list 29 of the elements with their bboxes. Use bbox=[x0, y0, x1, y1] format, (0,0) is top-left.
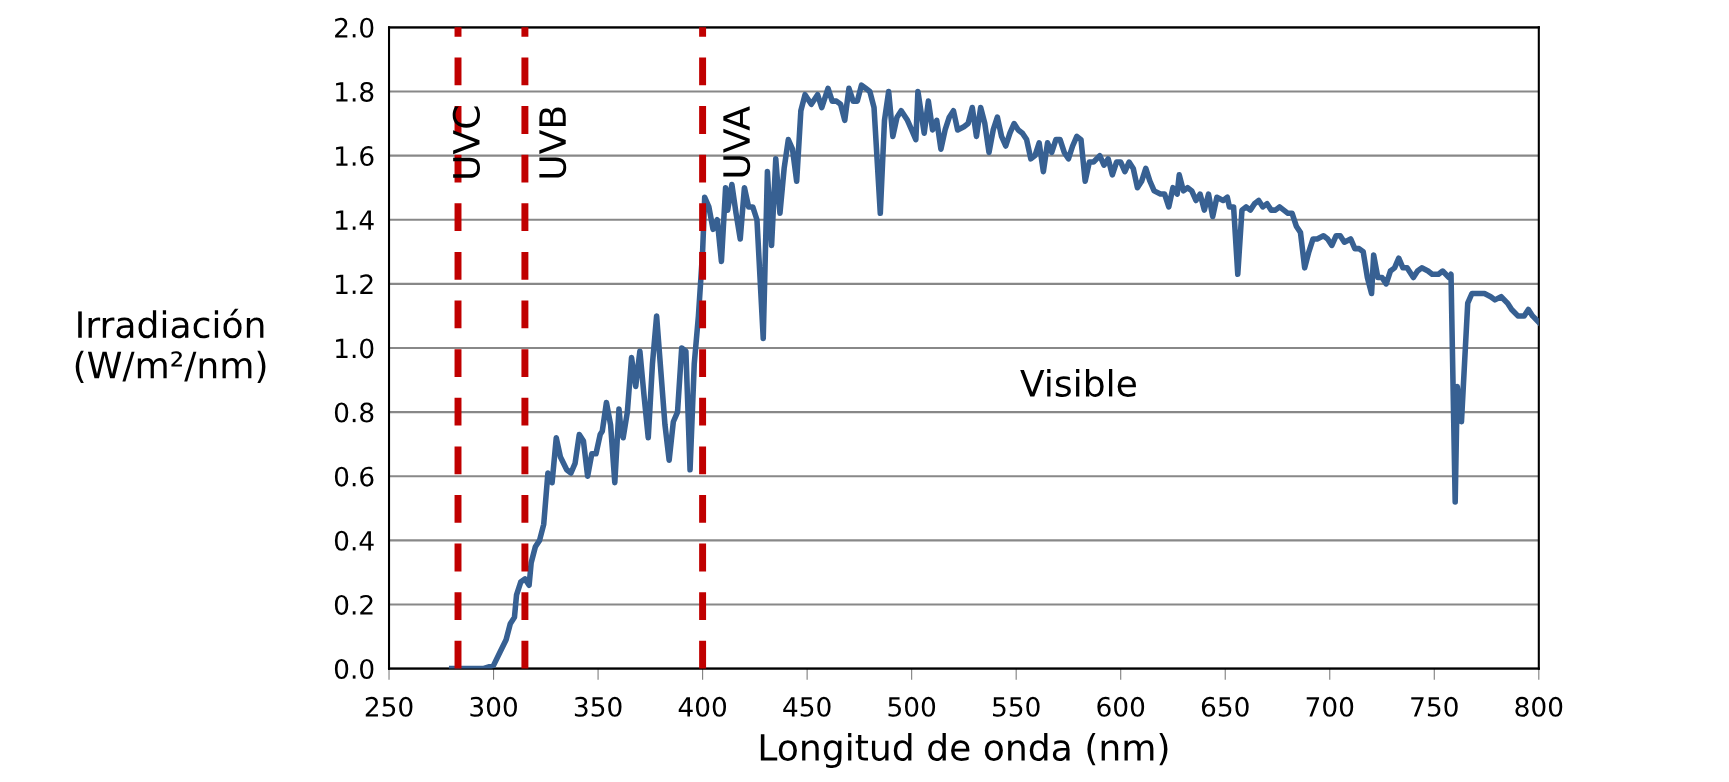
x-tick-label: 650 bbox=[1201, 696, 1249, 717]
x-tick-label: 350 bbox=[574, 696, 622, 717]
x-tick-label: 450 bbox=[783, 696, 831, 717]
x-tick-label: 250 bbox=[365, 696, 413, 717]
x-tick-label: 500 bbox=[888, 696, 936, 717]
y-tick-label: 1.6 bbox=[336, 146, 374, 167]
y-axis-title: Irradiación (W/m²/nm) bbox=[75, 308, 266, 383]
y-tick-label: 1.4 bbox=[336, 210, 374, 230]
y-tick-label: 1.0 bbox=[336, 338, 374, 359]
y-tick-label: 0.4 bbox=[334, 530, 374, 551]
x-tick-label: 750 bbox=[1411, 696, 1458, 717]
x-tick-label: 300 bbox=[470, 696, 517, 717]
y-tick-label: 0.0 bbox=[334, 659, 374, 680]
annotation: UVA bbox=[723, 106, 751, 177]
x-tick-label: 600 bbox=[1097, 696, 1145, 717]
y-tick-label: 1.8 bbox=[336, 81, 374, 102]
y-tick-label: 1.2 bbox=[336, 274, 373, 294]
x-tick-label: 550 bbox=[993, 696, 1040, 717]
x-axis-title: Longitud de onda (nm) bbox=[760, 733, 1168, 768]
x-tick-label: 400 bbox=[678, 696, 727, 717]
x-tick-label: 700 bbox=[1306, 696, 1354, 717]
annotation: UVC bbox=[452, 106, 480, 178]
annotation: Visible bbox=[1020, 368, 1136, 397]
y-tick-label: 2.0 bbox=[335, 17, 374, 38]
y-tick-label: 0.8 bbox=[334, 402, 374, 423]
y-tick-label: 0.2 bbox=[334, 594, 373, 615]
y-tick-label: 0.6 bbox=[334, 466, 374, 487]
x-tick-label: 800 bbox=[1515, 696, 1563, 717]
annotation: UVB bbox=[539, 107, 567, 178]
